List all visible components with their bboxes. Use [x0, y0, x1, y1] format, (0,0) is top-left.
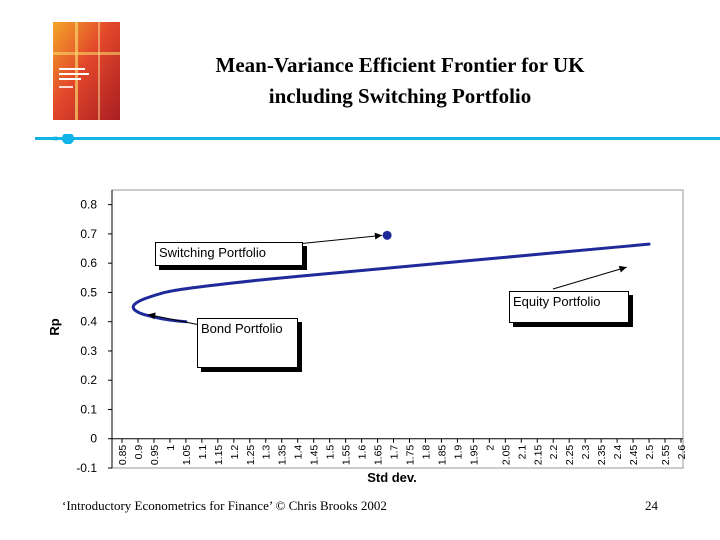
slide-title: Mean-Variance Efficient Frontier for UK … [150, 50, 650, 112]
x-tick-label: 1.7 [389, 445, 401, 460]
x-tick-label: 1.6 [357, 445, 369, 460]
x-tick-label: 1.95 [468, 445, 480, 466]
x-tick-label: 2.3 [580, 445, 592, 460]
x-tick-label: 1.4 [293, 445, 305, 460]
x-tick-label: 1.65 [373, 445, 385, 466]
x-tick-label: 1.85 [436, 445, 448, 466]
chart-axes [111, 189, 684, 469]
book-cover-image [53, 22, 120, 120]
annotation-arrows [147, 232, 627, 326]
y-tick-label: 0.1 [80, 402, 97, 416]
y-tick-label: 0.8 [80, 198, 97, 212]
x-tick-label: 0.9 [133, 445, 145, 460]
x-tick-label: 1.75 [404, 445, 416, 466]
x-tick-label: 2.55 [660, 445, 672, 466]
efficient-frontier-line [131, 242, 651, 324]
title-line-1: Mean-Variance Efficient Frontier for UK [215, 53, 585, 77]
x-tick-label: 1.55 [341, 445, 353, 466]
equity-portfolio-label: Equity Portfolio [513, 294, 601, 309]
x-tick-label: 1 [165, 445, 177, 451]
x-tick-label: 2.05 [500, 445, 512, 466]
x-tick-label: 2.25 [564, 445, 576, 466]
switching-portfolio-label: Switching Portfolio [159, 245, 266, 260]
x-tick-label: 1.8 [420, 445, 432, 460]
y-tick-label: 0.5 [80, 285, 97, 299]
bond-arrow-head [147, 312, 156, 320]
x-tick-label: 1.15 [213, 445, 225, 466]
x-tick-label: 1.25 [245, 445, 257, 466]
accent-rule [35, 134, 720, 144]
x-tick-label: 2.45 [628, 445, 640, 466]
equity-arrow-head [618, 265, 627, 273]
y-tick-label: 0.6 [80, 256, 97, 270]
x-tick-label: 1.9 [452, 445, 464, 460]
equity-portfolio-callout: Equity Portfolio [509, 291, 629, 323]
bond-arrow [147, 314, 201, 326]
x-tick-label: 0.85 [117, 445, 129, 466]
x-tick-label: 1.35 [277, 445, 289, 466]
switching-arrow [296, 234, 383, 245]
x-axis-ticks: 0.85 0.9 0.95 1 1.05 1.1 1.15 1.2 1.25 1.3 1.35 1.4… [117, 438, 688, 466]
x-tick-label: 2.1 [516, 445, 528, 460]
chart-series [131, 230, 651, 324]
x-tick-label: 1.45 [309, 445, 321, 466]
x-tick-label: 2.4 [612, 445, 624, 460]
x-tick-label: 2.2 [548, 445, 560, 460]
x-tick-label: 1.1 [197, 445, 209, 460]
x-tick-label: 1.2 [229, 445, 241, 460]
switching-arrow-head [374, 232, 383, 240]
equity-arrow [552, 266, 627, 290]
y-axis-ticks: 0.8 0.7 0.6 0.5 0.4 0.3 0.2 0.1 0 -0.1 [76, 198, 112, 475]
switching-portfolio-point [382, 230, 392, 240]
x-tick-label: 2.15 [532, 445, 544, 466]
x-tick-label: 2.35 [596, 445, 608, 466]
footer-citation: ‘Introductory Econometrics for Finance’ … [62, 498, 387, 513]
y-axis-label: Rp [47, 318, 62, 335]
y-tick-label: -0.1 [76, 461, 97, 475]
bond-portfolio-callout: Bond Portfolio [197, 318, 298, 368]
x-tick-label: 1.3 [261, 445, 273, 460]
x-tick-label: 1.05 [181, 445, 193, 466]
y-tick-label: 0 [90, 432, 97, 446]
page-number: 24 [645, 498, 658, 513]
x-tick-label: 2.5 [644, 445, 656, 460]
title-line-2: including Switching Portfolio [268, 84, 532, 108]
x-tick-label: 0.95 [149, 445, 161, 466]
x-axis-label: Std dev. [367, 470, 417, 485]
y-tick-label: 0.2 [80, 373, 97, 387]
y-tick-label: 0.4 [80, 315, 97, 329]
y-tick-label: 0.3 [80, 344, 97, 358]
y-tick-label: 0.7 [80, 227, 97, 241]
x-tick-label: 2.6 [676, 445, 688, 460]
x-tick-label: 1.5 [325, 445, 337, 460]
bond-portfolio-label: Bond Portfolio [201, 321, 283, 336]
switching-portfolio-callout: Switching Portfolio [155, 242, 303, 266]
x-tick-label: 2 [484, 445, 496, 451]
